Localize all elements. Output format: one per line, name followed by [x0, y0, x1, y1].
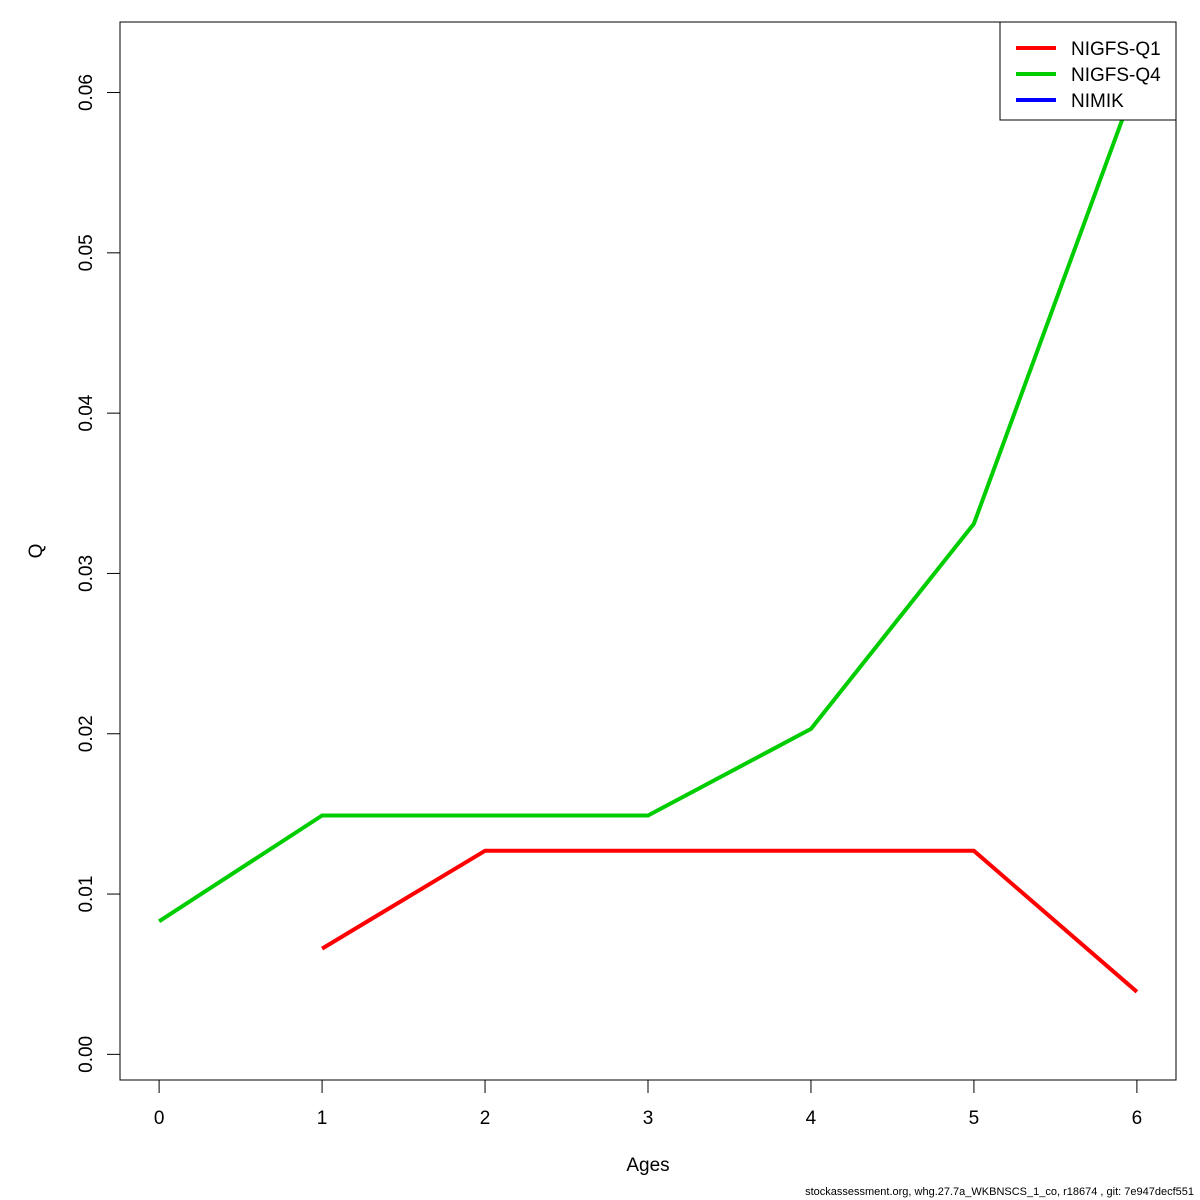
legend-label: NIGFS-Q4 [1071, 65, 1161, 86]
y-tick-label: 0.02 [76, 715, 97, 752]
x-tick-label: 1 [317, 1108, 328, 1129]
series-line-nigfs-q4 [158, 79, 1139, 923]
x-axis-label: Ages [626, 1155, 669, 1176]
plot-frame [119, 21, 1177, 1081]
series-line-nigfs-q1 [321, 848, 1139, 994]
x-tick-label: 6 [1132, 1108, 1143, 1129]
y-tick-label: 0.05 [76, 234, 97, 271]
legend-label: NIGFS-Q1 [1071, 39, 1161, 60]
x-tick-label: 2 [480, 1108, 491, 1129]
y-tick-label: 0.03 [76, 555, 97, 592]
y-tick-label: 0.00 [76, 1036, 97, 1073]
y-axis-label: Q [26, 544, 47, 559]
x-tick-label: 3 [643, 1108, 654, 1129]
legend: NIGFS-Q1 NIGFS-Q4 NIMIK [999, 21, 1177, 121]
legend-box [999, 21, 1177, 121]
x-tick-label: 5 [969, 1108, 980, 1129]
y-tick-label: 0.04 [76, 394, 97, 431]
x-tick-label: 0 [154, 1108, 165, 1129]
y-tick-label: 0.01 [76, 876, 97, 913]
footer-credit: stockassessment.org, whg.27.7a_WKBNSCS_1… [805, 1186, 1194, 1198]
legend-label: NIMIK [1071, 91, 1124, 112]
y-tick-label: 0.06 [76, 74, 97, 111]
x-tick-label: 4 [806, 1108, 817, 1129]
